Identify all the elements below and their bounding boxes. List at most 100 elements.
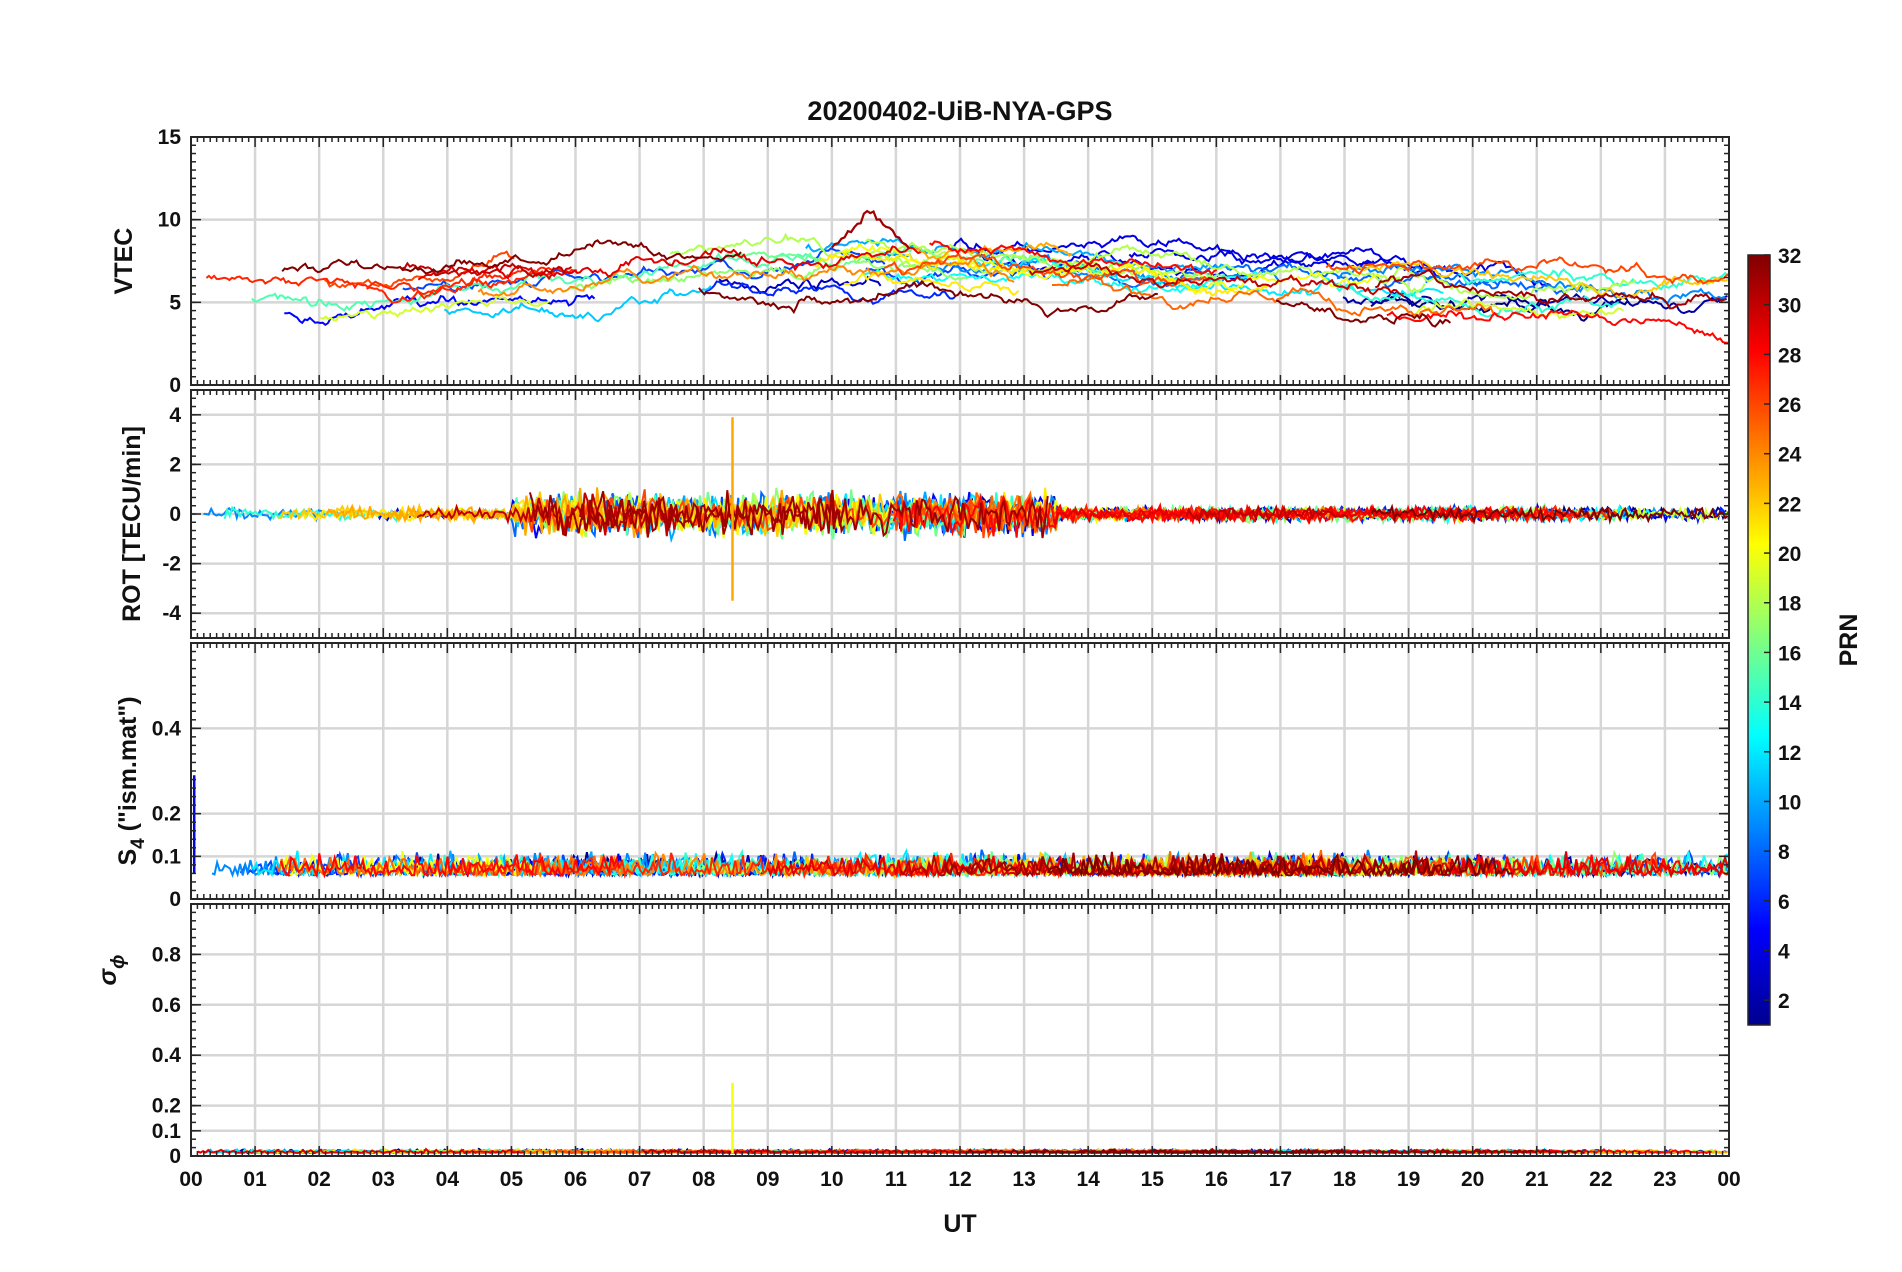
x-tick-label: 19 xyxy=(1397,1168,1420,1191)
panel-vtec: 0 5 10 15 VTEC xyxy=(110,126,1730,397)
trace-prn-32 xyxy=(698,279,1158,319)
y-tick-label: 0.4 xyxy=(152,1044,182,1067)
trace-prn-29 xyxy=(417,245,922,281)
vtec-peak-trace xyxy=(830,209,910,249)
trace-prn-21 xyxy=(844,270,1020,297)
x-tick-label: 04 xyxy=(436,1168,460,1191)
panel-frame xyxy=(190,903,1730,1157)
trace-prn-13 xyxy=(861,268,1258,294)
colorbar-tick-label: 32 xyxy=(1778,245,1801,268)
x-tick-label: 02 xyxy=(307,1168,330,1191)
colorbar-tick-label: 10 xyxy=(1778,791,1801,814)
trace-prn-22 xyxy=(1338,260,1729,300)
x-tick-label: 14 xyxy=(1076,1168,1100,1191)
trace-prn-4 xyxy=(1128,247,1553,289)
trace-prn-26 xyxy=(883,252,1210,287)
colorbar-tick-label: 6 xyxy=(1778,891,1790,914)
trace-prn-19 xyxy=(1412,298,1625,320)
x-tick-label: 00 xyxy=(179,1168,202,1191)
x-tick-label: 06 xyxy=(564,1168,587,1191)
trace-prn-14 xyxy=(1458,267,1729,291)
trace-prn-2 xyxy=(1342,290,1728,315)
x-tick-label: 01 xyxy=(243,1168,267,1191)
y-axis-label-vtec: VTEC xyxy=(110,228,138,295)
trace-prn-11 xyxy=(443,285,712,323)
x-tick-label: 17 xyxy=(1269,1168,1292,1191)
y-tick-label: 0.6 xyxy=(152,994,181,1017)
trace-prn-31 xyxy=(941,851,1441,879)
y-axis-label-sigma: σϕ xyxy=(94,955,129,986)
x-tick-label: 05 xyxy=(500,1168,524,1191)
x-tick-label: 09 xyxy=(756,1168,779,1191)
y-tick-label: 0.2 xyxy=(152,803,181,826)
y-tick-label: 5 xyxy=(169,291,181,314)
colorbar-tick-label: 22 xyxy=(1778,493,1801,516)
trace-prn-27 xyxy=(366,266,578,304)
y-tick-label: 0 xyxy=(169,374,181,397)
trace-prn-32 xyxy=(281,239,742,275)
y-tick-label: 0 xyxy=(169,888,181,911)
trace-prn-28 xyxy=(1386,309,1728,344)
colorbar-frame xyxy=(1747,254,1771,1026)
y-tick-label: 0.4 xyxy=(152,717,182,740)
y-tick-label: -4 xyxy=(162,602,181,625)
y-tick-label: 4 xyxy=(169,404,181,427)
colorbar-gradient xyxy=(1748,255,1770,1025)
trace-prn-6 xyxy=(703,280,956,306)
x-tick-label: 00 xyxy=(1717,1168,1740,1191)
x-tick-label: 13 xyxy=(1012,1168,1035,1191)
y-tick-label: 0.1 xyxy=(152,845,182,868)
x-tick-label: 03 xyxy=(372,1168,395,1191)
trace-prn-29 xyxy=(197,1147,524,1155)
y-axis-label-rot: ROT [TECU/min] xyxy=(118,426,146,622)
trace-prn-31 xyxy=(528,489,1049,539)
trace-prn-26 xyxy=(1325,256,1729,285)
x-tick-label: 20 xyxy=(1461,1168,1484,1191)
trace-prn-25 xyxy=(1052,273,1499,318)
y-axis-label-s4: S4 ("ism.mat") xyxy=(114,696,149,865)
x-tick-label: 16 xyxy=(1205,1168,1228,1191)
trace-prn-30 xyxy=(642,1148,990,1155)
y-tick-label: -2 xyxy=(162,553,181,576)
y-tick-label: 0 xyxy=(169,1145,181,1168)
trace-prn-30 xyxy=(402,261,573,279)
panel-s4: 0 0.1 0.2 0.4S4 ("ism.mat") xyxy=(114,642,1730,911)
trace-prn-23 xyxy=(325,487,669,538)
x-tick-label: 23 xyxy=(1653,1168,1676,1191)
trace-prn-30 xyxy=(1028,262,1405,298)
colorbar-tick-label: 16 xyxy=(1778,642,1801,665)
y-tick-label: 0.8 xyxy=(152,943,182,966)
x-tick-label: 18 xyxy=(1333,1168,1357,1191)
colorbar-tick-label: 2 xyxy=(1778,990,1790,1013)
traces xyxy=(205,209,1729,344)
trace-prn-24 xyxy=(477,256,1015,297)
panel-rot: -4 -2 0 2 4 ROT [TECU/min] xyxy=(118,389,1730,639)
y-tick-label: 10 xyxy=(158,209,181,232)
trace-prn-26 xyxy=(324,250,515,289)
x-tick-label: 12 xyxy=(948,1168,971,1191)
chart-title: 20200402-UiB-NYA-GPS xyxy=(807,96,1112,126)
x-tick-label: 11 xyxy=(885,1168,908,1191)
colorbar-tick-label: 20 xyxy=(1778,543,1801,566)
x-tick-label: 08 xyxy=(692,1168,716,1191)
trace-prn-32 xyxy=(1046,852,1512,879)
colorbar-label: PRN xyxy=(1835,614,1863,667)
traces xyxy=(192,775,1729,880)
colorbar-tick-label: 30 xyxy=(1778,295,1801,318)
colorbar-tick-label: 18 xyxy=(1778,593,1802,616)
trace-prn-17 xyxy=(570,254,969,290)
x-tick-label: 15 xyxy=(1141,1168,1165,1191)
x-tick-label: 22 xyxy=(1589,1168,1612,1191)
panel-frame xyxy=(190,389,1730,639)
trace-prn-30 xyxy=(1185,504,1349,525)
y-tick-label: 15 xyxy=(158,126,182,149)
colorbar-tick-label: 8 xyxy=(1778,841,1790,864)
trace-prn-4 xyxy=(947,234,1375,270)
x-tick-label: 07 xyxy=(628,1168,651,1191)
trace-prn-29 xyxy=(1401,851,1729,879)
colorbar-tick-label: 28 xyxy=(1778,344,1802,367)
y-tick-label: 0.2 xyxy=(152,1095,181,1118)
trace-prn-32 xyxy=(1370,503,1729,525)
